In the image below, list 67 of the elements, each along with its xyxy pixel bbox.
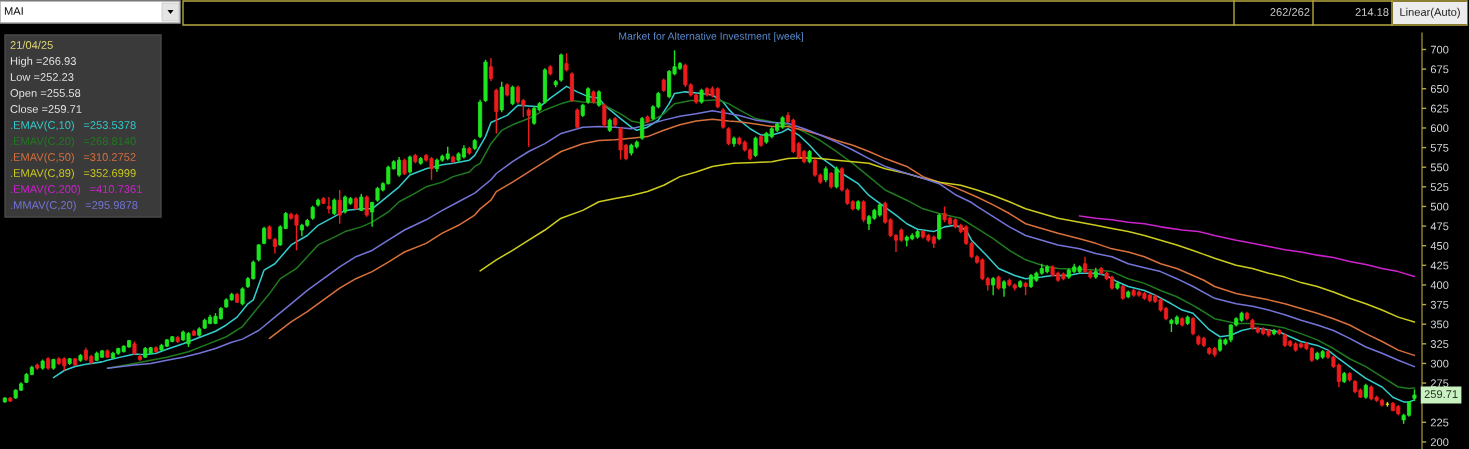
annotation: =295.9878 — [85, 201, 138, 209]
y-tick-label: 525 — [1430, 183, 1449, 191]
annotation: Open =255.58 — [10, 89, 81, 100]
candlestick — [494, 88, 499, 135]
candlestick — [937, 212, 942, 241]
candlestick — [364, 194, 369, 218]
text: 259.71 — [1424, 390, 1458, 399]
text: Linear(Auto) — [1400, 7, 1460, 19]
candlestick — [861, 199, 866, 223]
y-tick-label: 200 — [1430, 438, 1449, 447]
y-tick-label: 625 — [1430, 104, 1449, 113]
annotation: 21/04/25 — [10, 40, 53, 49]
annotation: =268.8140 — [83, 137, 136, 145]
chart-title: Market for Alternative Investment [week] — [619, 32, 803, 42]
annotation: =352.6999 — [83, 169, 136, 177]
candlestick — [834, 165, 839, 190]
text: .EMAV(C,20) — [11, 136, 74, 148]
candlestick — [499, 80, 504, 113]
line-series — [268, 118, 1416, 357]
text: .EMAV(C,89) — [11, 168, 74, 180]
y-tick-label: 400 — [1430, 281, 1449, 290]
y-tick-label: 225 — [1430, 418, 1449, 427]
text: .EMAV(C,200) — [11, 184, 81, 196]
line-series — [1078, 215, 1416, 278]
candlestick — [991, 276, 996, 296]
candlestick — [753, 135, 758, 158]
y-tick-label: 425 — [1430, 261, 1449, 270]
y-tick-label: 650 — [1430, 85, 1449, 93]
y-tick-label: 575 — [1430, 143, 1449, 152]
text: .EMAV(C,10) — [11, 120, 74, 132]
annotation: High =266.93 — [10, 56, 76, 68]
candlestick — [602, 102, 607, 128]
candlestick — [1190, 316, 1196, 336]
y-tick-label: 275 — [1430, 379, 1449, 388]
text: .EMAV(C,50) — [11, 152, 74, 164]
candlestick — [370, 201, 375, 228]
text: 262/262 — [1270, 7, 1310, 16]
candlestick — [240, 286, 245, 307]
y-tick-label: 550 — [1430, 163, 1449, 172]
y-tick-label: 475 — [1430, 222, 1449, 231]
y-tick-label: 325 — [1430, 340, 1449, 348]
y-tick-label: 300 — [1430, 359, 1449, 368]
candlestick — [721, 107, 726, 130]
candlestick — [510, 84, 515, 106]
y-tick-label: 500 — [1430, 202, 1449, 211]
text: .MMAV(C,20) — [11, 200, 76, 212]
candlestick — [726, 126, 731, 146]
candlestick — [640, 116, 645, 141]
y-tick-label: 675 — [1430, 65, 1449, 74]
candlestick — [526, 107, 531, 148]
candlestick — [337, 189, 342, 225]
annotation: =253.5378 — [83, 121, 136, 129]
annotation: Low =252.23 — [10, 73, 74, 81]
y-tick-label: 350 — [1430, 320, 1449, 329]
y-tick-label: 375 — [1430, 300, 1449, 309]
y-tick-label: 700 — [1430, 45, 1449, 54]
annotation: Close =259.71 — [10, 104, 82, 113]
text: 214.18 — [1355, 8, 1389, 16]
candlestick — [575, 107, 580, 130]
candlestick — [326, 196, 331, 215]
candlestick — [488, 57, 493, 82]
annotation: =410.7361 — [90, 185, 142, 193]
annotation: =310.2752 — [83, 153, 136, 161]
y-tick-label: 450 — [1430, 241, 1449, 250]
y-tick-label: 600 — [1430, 124, 1449, 133]
line-series — [479, 157, 1416, 323]
text: MAI — [4, 7, 23, 15]
